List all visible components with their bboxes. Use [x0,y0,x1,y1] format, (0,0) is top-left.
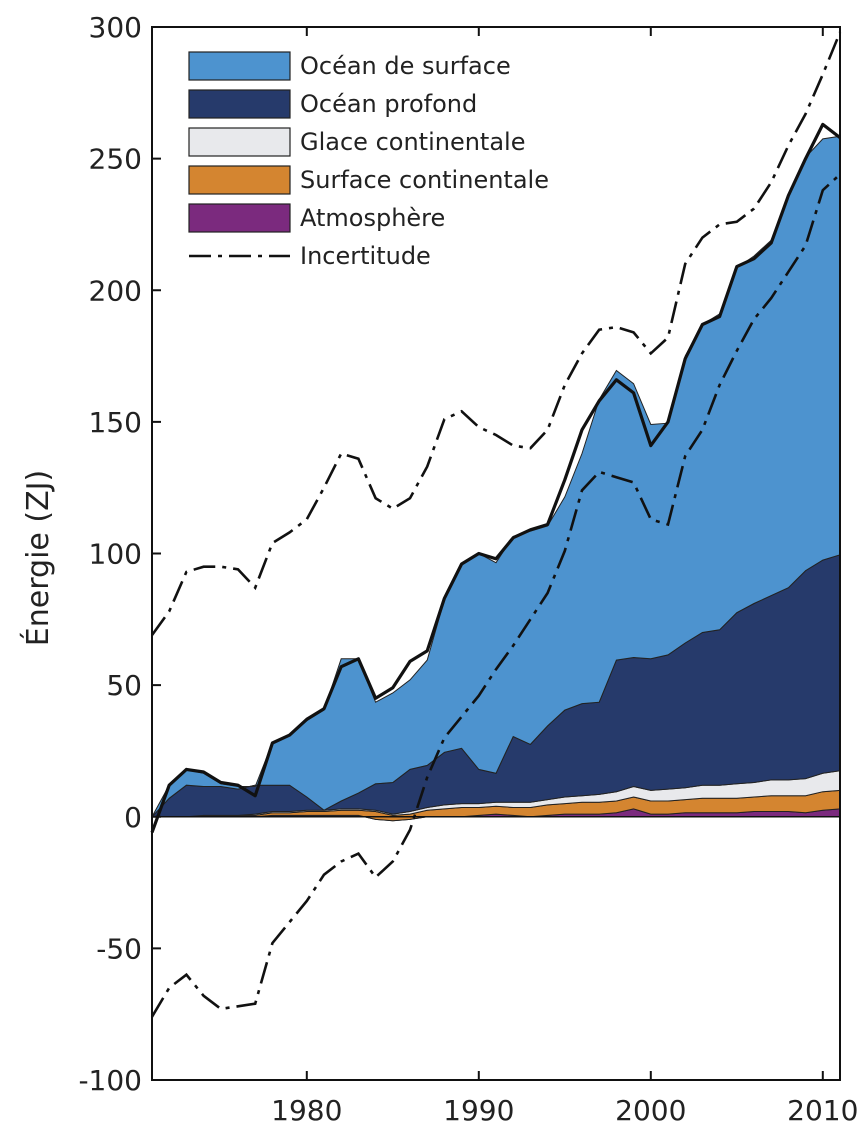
y-tick-label: 0 [124,801,142,834]
stacked-areas [150,135,841,822]
legend-label: Atmosphère [300,204,445,232]
y-tick-label: -50 [96,932,142,965]
y-tick-label: -100 [78,1064,142,1097]
x-tick-label: 1980 [271,1094,342,1127]
y-tick-label: 50 [106,669,142,702]
y-tick-label: 100 [89,538,142,571]
uncertainty-lower-line [150,173,841,1018]
y-axis-label: Énergie (ZJ) [20,470,56,646]
legend: Océan de surface Océan profond Glace conti… [188,51,549,270]
y-axis: 300 250 200 150 100 50 0 -50 -100 [78,11,161,1097]
x-tick-label: 2010 [787,1094,858,1127]
legend-label: Incertitude [300,242,431,270]
legend-swatch [188,127,291,157]
legend-label: Océan de surface [300,52,511,80]
x-axis: 1980 1990 2000 2010 [271,27,858,1127]
legend-label: Glace continentale [300,128,525,156]
y-tick-label: 300 [89,11,142,44]
uncertainty-upper-line [150,31,842,636]
y-tick-label: 250 [89,143,142,176]
y-tick-label: 150 [89,406,142,439]
chart-lines [150,31,842,1018]
x-tick-label: 1990 [443,1094,514,1127]
total-line [150,122,841,834]
x-tick-label: 2000 [615,1094,686,1127]
legend-swatch [188,165,291,195]
legend-swatch [188,203,291,233]
legend-label: Surface continentale [300,166,549,194]
y-tick-label: 200 [89,274,142,307]
legend-swatch [188,89,291,119]
legend-swatch [188,51,291,81]
legend-label: Océan profond [300,90,477,118]
